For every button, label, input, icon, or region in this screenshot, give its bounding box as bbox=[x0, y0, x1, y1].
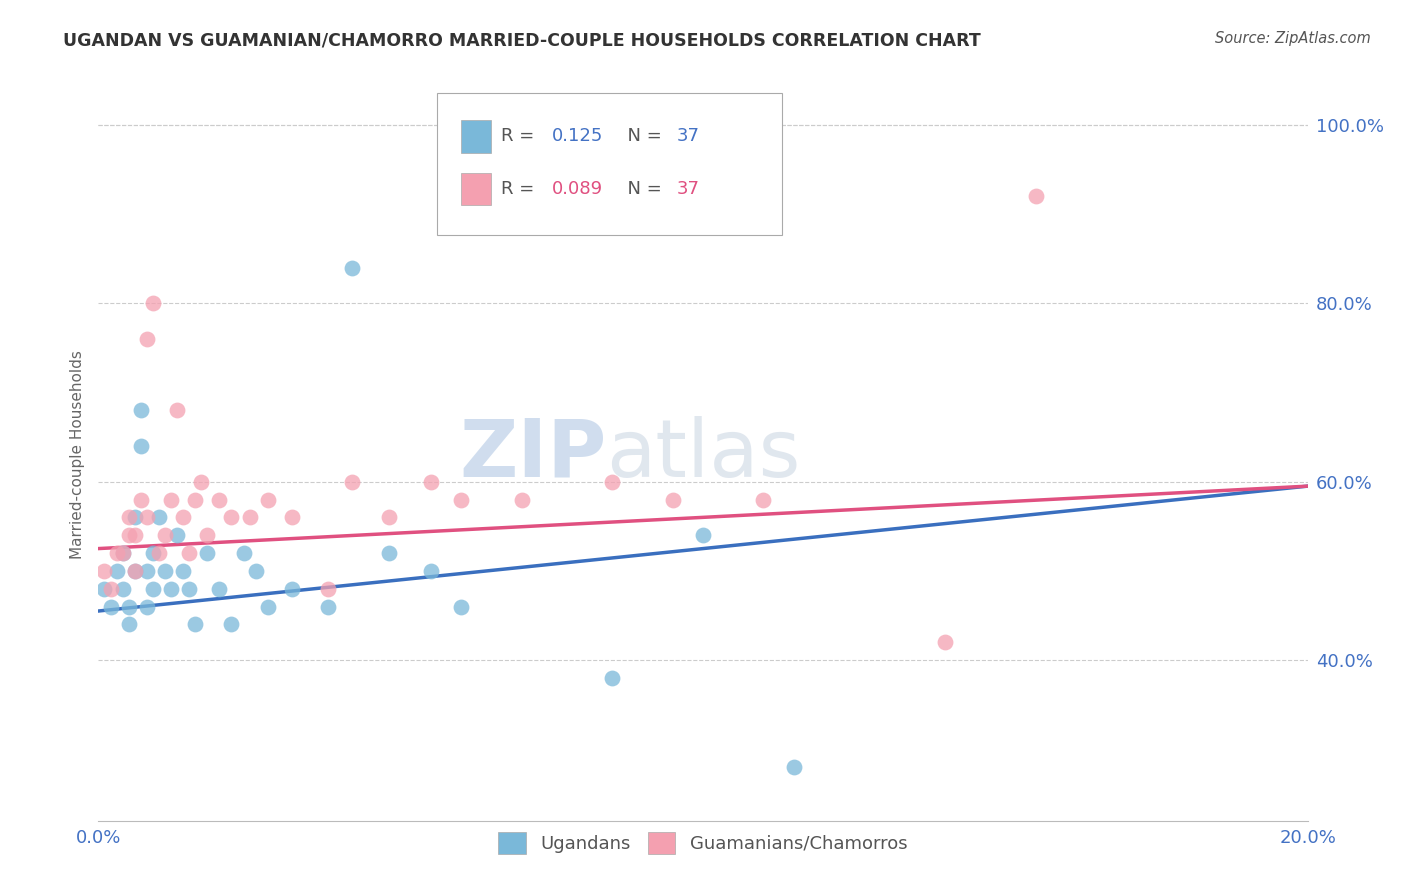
Point bbox=[124, 510, 146, 524]
Point bbox=[166, 528, 188, 542]
Point bbox=[342, 260, 364, 275]
Point bbox=[1024, 189, 1046, 203]
Point bbox=[135, 599, 157, 614]
Point bbox=[783, 760, 806, 774]
Point bbox=[118, 510, 141, 524]
Legend: Ugandans, Guamanians/Chamorros: Ugandans, Guamanians/Chamorros bbox=[489, 822, 917, 863]
Point bbox=[232, 546, 254, 560]
Point bbox=[142, 582, 165, 596]
Point bbox=[661, 492, 683, 507]
Point bbox=[172, 564, 194, 578]
Point bbox=[100, 582, 122, 596]
Point bbox=[142, 546, 165, 560]
Point bbox=[172, 510, 194, 524]
Text: 37: 37 bbox=[676, 179, 699, 198]
Point bbox=[129, 403, 152, 417]
Point bbox=[111, 546, 134, 560]
FancyBboxPatch shape bbox=[461, 120, 492, 153]
Point bbox=[602, 475, 624, 489]
Point bbox=[602, 671, 624, 685]
Point bbox=[160, 582, 183, 596]
Point bbox=[129, 439, 152, 453]
Point bbox=[195, 528, 218, 542]
FancyBboxPatch shape bbox=[461, 172, 492, 205]
Point bbox=[148, 546, 170, 560]
Point bbox=[135, 564, 157, 578]
Text: 0.125: 0.125 bbox=[551, 127, 603, 145]
Point bbox=[450, 599, 472, 614]
Point bbox=[190, 475, 212, 489]
Point bbox=[135, 510, 157, 524]
Point bbox=[450, 492, 472, 507]
Point bbox=[124, 564, 146, 578]
Point bbox=[148, 510, 170, 524]
Text: Source: ZipAtlas.com: Source: ZipAtlas.com bbox=[1215, 31, 1371, 46]
Point bbox=[118, 599, 141, 614]
Point bbox=[239, 510, 262, 524]
Point bbox=[208, 492, 231, 507]
Point bbox=[118, 617, 141, 632]
Point bbox=[245, 564, 267, 578]
Text: 0.089: 0.089 bbox=[551, 179, 603, 198]
Point bbox=[111, 546, 134, 560]
Text: 37: 37 bbox=[676, 127, 699, 145]
Point bbox=[153, 528, 176, 542]
Text: N =: N = bbox=[616, 179, 668, 198]
Point bbox=[118, 528, 141, 542]
Text: atlas: atlas bbox=[606, 416, 800, 494]
Point bbox=[135, 332, 157, 346]
Point bbox=[124, 564, 146, 578]
Point bbox=[195, 546, 218, 560]
Point bbox=[93, 582, 115, 596]
Text: UGANDAN VS GUAMANIAN/CHAMORRO MARRIED-COUPLE HOUSEHOLDS CORRELATION CHART: UGANDAN VS GUAMANIAN/CHAMORRO MARRIED-CO… bbox=[63, 31, 981, 49]
Point bbox=[166, 403, 188, 417]
Point bbox=[179, 582, 201, 596]
Point bbox=[105, 546, 128, 560]
Point bbox=[111, 582, 134, 596]
Point bbox=[420, 564, 443, 578]
Point bbox=[510, 492, 533, 507]
Point bbox=[316, 599, 339, 614]
Text: ZIP: ZIP bbox=[458, 416, 606, 494]
Point bbox=[184, 617, 207, 632]
Point bbox=[420, 475, 443, 489]
Point bbox=[316, 582, 339, 596]
Point bbox=[184, 492, 207, 507]
FancyBboxPatch shape bbox=[437, 93, 782, 235]
Point bbox=[100, 599, 122, 614]
Point bbox=[377, 510, 399, 524]
Point bbox=[221, 617, 243, 632]
Text: R =: R = bbox=[501, 127, 540, 145]
Point bbox=[105, 564, 128, 578]
Point bbox=[142, 296, 165, 310]
Point bbox=[153, 564, 176, 578]
Text: R =: R = bbox=[501, 179, 540, 198]
Y-axis label: Married-couple Households: Married-couple Households bbox=[69, 351, 84, 559]
Point bbox=[752, 492, 775, 507]
Point bbox=[208, 582, 231, 596]
Point bbox=[377, 546, 399, 560]
Text: N =: N = bbox=[616, 127, 668, 145]
Point bbox=[221, 510, 243, 524]
Point bbox=[179, 546, 201, 560]
Point bbox=[124, 528, 146, 542]
Point bbox=[934, 635, 956, 649]
Point bbox=[256, 492, 278, 507]
Point bbox=[692, 528, 714, 542]
Point bbox=[160, 492, 183, 507]
Point bbox=[281, 582, 304, 596]
Point bbox=[281, 510, 304, 524]
Point bbox=[129, 492, 152, 507]
Point bbox=[342, 475, 364, 489]
Point bbox=[93, 564, 115, 578]
Point bbox=[256, 599, 278, 614]
